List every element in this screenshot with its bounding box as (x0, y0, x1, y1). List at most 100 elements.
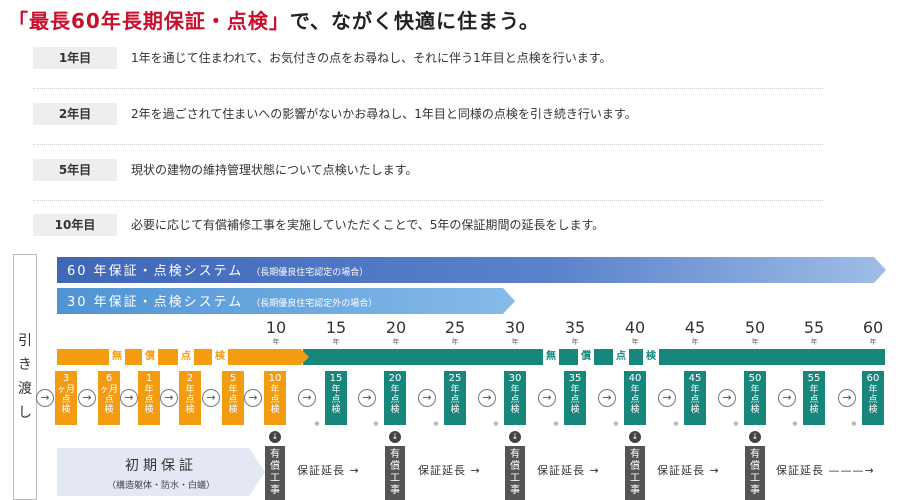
free-inspection-char: 償 (142, 349, 158, 365)
free-inspection-char: 検 (212, 349, 228, 365)
inspection-unit: 年 (390, 385, 400, 395)
year-label-number: 50 (744, 318, 766, 337)
inspection-label: 点 (228, 395, 238, 405)
inspection-label: 検 (270, 405, 280, 415)
initial-warranty-title: 初期保証 (125, 458, 197, 474)
year-label-number: 30 (504, 318, 526, 337)
circle-arrow-icon: → (298, 389, 316, 407)
inspection-unit: 年 (144, 385, 154, 395)
note-mark-icon: ※ (493, 420, 499, 428)
inspection-unit: 年 (630, 385, 640, 395)
year-label-unit: 年 (631, 338, 639, 346)
year-label-number: 55 (803, 318, 825, 337)
year-label: 60 年 (858, 318, 888, 346)
inspection-unit: 年 (228, 385, 238, 395)
inspection-label: 点 (104, 395, 114, 405)
inspection-label: 点 (868, 395, 878, 405)
down-arrow-icon: ↓ (389, 431, 401, 443)
down-arrow-icon: ↓ (629, 431, 641, 443)
note-mark-icon: ※ (733, 420, 739, 428)
inspection-period: 25 (448, 373, 462, 384)
paid-work-char: 事 (750, 485, 760, 496)
handover-box: 引 き 渡 し (13, 254, 37, 500)
inspection-period: 40 (628, 373, 642, 384)
inspection-label: 点 (61, 395, 71, 405)
initial-warranty: 初期保証 （構造躯体・防水・白蟻） (57, 448, 265, 496)
inspection-box: 30 年点検 (504, 371, 526, 425)
year-label-unit: 年 (751, 338, 759, 346)
paid-work-box: 有償工事 (265, 446, 285, 500)
paid-work-box: 有償工事 (745, 446, 765, 500)
inspection-label: 検 (390, 405, 400, 415)
page-title: 「最長60年長期保証・点検」で、ながく快適に住まう。 (8, 5, 540, 34)
inspection-period: 1 (145, 373, 153, 384)
schedule-row: 2年目 2年を過ごされて住まいへの影響がないかお尋ねし、1年目と同様の点検を引き… (33, 89, 823, 145)
schedule-row: 5年目 現状の建物の維持管理状態について点検いたします。 (33, 145, 823, 201)
down-arrow-icon: ↓ (749, 431, 761, 443)
inspection-label: 検 (331, 405, 341, 415)
paid-work-char: 事 (390, 485, 400, 496)
handover-char: 引 (18, 333, 32, 349)
paid-work-char: 償 (270, 461, 280, 472)
paid-work-char: 工 (270, 473, 280, 484)
note-mark-icon: ※ (673, 420, 679, 428)
inspection-label: 検 (144, 405, 154, 415)
year-label: 40 年 (620, 318, 650, 346)
schedule-desc: 必要に応じて有償補修工事を実施していただくことで、5年の保証期間の延長をします。 (131, 218, 605, 232)
system-30-note: （長期優良住宅認定外の場合） (251, 299, 378, 309)
free-inspection-char: 点 (178, 349, 194, 365)
circle-arrow-icon: → (658, 389, 676, 407)
paid-work-char: 償 (630, 461, 640, 472)
free-inspection-char: 償 (578, 349, 594, 365)
year-label-number: 25 (444, 318, 466, 337)
year-label: 30 年 (500, 318, 530, 346)
year-label-unit: 年 (332, 338, 340, 346)
circle-arrow-icon: → (538, 389, 556, 407)
inspection-label: 点 (270, 395, 280, 405)
inspection-label: 検 (228, 405, 238, 415)
circle-arrow-icon: → (838, 389, 856, 407)
inspection-label: 点 (450, 395, 460, 405)
inspection-period: 50 (748, 373, 762, 384)
year-label-number: 15 (325, 318, 347, 337)
inspection-label: 点 (390, 395, 400, 405)
inspection-label: 点 (630, 395, 640, 405)
down-arrow-icon: ↓ (509, 431, 521, 443)
note-mark-icon: ※ (792, 420, 798, 428)
inspection-period: 5 (229, 373, 237, 384)
inspection-unit: 年 (185, 385, 195, 395)
schedule-year: 5年目 (33, 159, 117, 181)
inspection-label: 点 (690, 395, 700, 405)
title-rest: で、ながく快適に住まう。 (289, 9, 540, 33)
schedule-desc: 1年を通じて住まわれて、お気付きの点をお尋ねし、それに伴う1年目と点検を行います… (131, 51, 612, 65)
year-label: 50 年 (740, 318, 770, 346)
free-inspection-char: 無 (109, 349, 125, 365)
year-label: 10 年 (261, 318, 291, 346)
warranty-extension-label: 保証延長 → (537, 464, 600, 477)
inspection-period: 35 (568, 373, 582, 384)
free-inspection-char: 点 (613, 349, 629, 365)
handover-char: 渡 (18, 381, 32, 397)
year-label: 15 年 (321, 318, 351, 346)
paid-work-char: 有 (390, 449, 400, 460)
paid-work-char: 事 (510, 485, 520, 496)
inspection-label: 点 (570, 395, 580, 405)
paid-work-box: 有償工事 (625, 446, 645, 500)
schedule-year: 2年目 (33, 103, 117, 125)
year-label-number: 60 (862, 318, 884, 337)
circle-arrow-icon: → (598, 389, 616, 407)
free-inspection-char: 検 (643, 349, 659, 365)
paid-work-char: 有 (750, 449, 760, 460)
paid-work-char: 工 (630, 473, 640, 484)
inspection-label: 検 (510, 405, 520, 415)
system-60-band: 60 年保証・点検システム （長期優良住宅認定の場合） (57, 257, 886, 283)
inspection-unit: ヶ月 (99, 385, 118, 395)
inspection-label: 検 (809, 405, 819, 415)
warranty-extension-label: 保証延長 ———→ (776, 464, 875, 477)
year-label-unit: 年 (810, 338, 818, 346)
inspection-label: 検 (185, 405, 195, 415)
inspection-unit: 年 (510, 385, 520, 395)
inspection-box: 55 年点検 (803, 371, 825, 425)
